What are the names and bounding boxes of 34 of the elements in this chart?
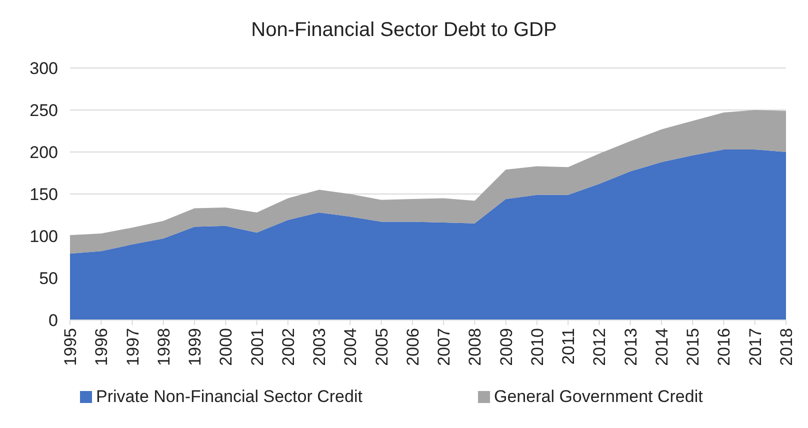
x-tick-label: 2004 bbox=[341, 328, 360, 366]
y-tick-label: 250 bbox=[30, 101, 58, 120]
y-tick-label: 0 bbox=[48, 311, 58, 330]
x-tick-label: 2008 bbox=[466, 328, 485, 366]
y-tick-label: 50 bbox=[39, 269, 58, 288]
x-tick-label: 2017 bbox=[746, 328, 765, 366]
chart-title: Non-Financial Sector Debt to GDP bbox=[251, 19, 557, 41]
x-tick-label: 2014 bbox=[652, 328, 672, 366]
x-tick-label: 2003 bbox=[310, 328, 330, 366]
legend-label: General Government Credit bbox=[494, 387, 704, 406]
x-tick-label: 1995 bbox=[61, 328, 80, 366]
y-tick-label: 100 bbox=[30, 227, 58, 246]
x-tick-label: 2001 bbox=[248, 328, 267, 366]
x-tick-label: 1997 bbox=[123, 328, 142, 366]
x-tick-label: 2000 bbox=[216, 328, 236, 366]
x-tick-label: 2007 bbox=[434, 328, 454, 366]
x-tick-label: 2018 bbox=[777, 328, 796, 366]
legend-label: Private Non-Financial Sector Credit bbox=[96, 387, 363, 406]
x-tick-label: 1999 bbox=[186, 328, 205, 366]
y-tick-label: 300 bbox=[30, 59, 58, 78]
x-tick-label: 2012 bbox=[590, 328, 610, 366]
x-tick-label: 2005 bbox=[372, 328, 392, 366]
y-tick-label: 200 bbox=[30, 143, 58, 162]
y-tick-label: 150 bbox=[30, 185, 58, 204]
x-tick-label: 1998 bbox=[154, 328, 174, 366]
x-tick-label: 2009 bbox=[496, 328, 516, 366]
x-tick-label: 2010 bbox=[528, 328, 547, 366]
x-tick-label: 2002 bbox=[278, 328, 298, 366]
x-tick-label: 2011 bbox=[559, 328, 578, 365]
x-tick-label: 2015 bbox=[684, 328, 703, 366]
x-tick-label: 1996 bbox=[92, 328, 112, 366]
x-tick-label: 2016 bbox=[714, 328, 734, 366]
x-tick-label: 2013 bbox=[621, 328, 640, 366]
x-tick-label: 2006 bbox=[403, 328, 422, 366]
